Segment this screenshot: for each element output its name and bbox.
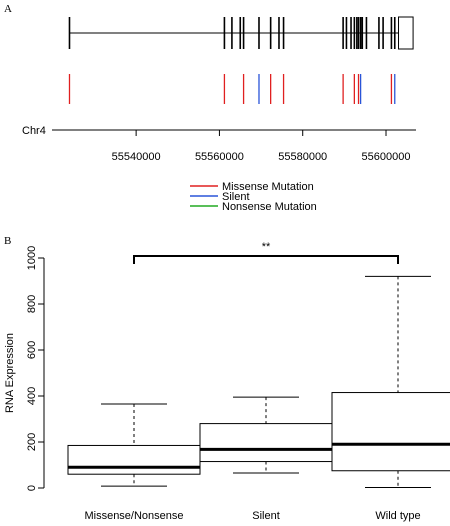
- x-tick-label: 55600000: [362, 151, 411, 163]
- gene-model: [68, 16, 414, 50]
- x-tick-label: 55560000: [195, 151, 244, 163]
- x-category-label: Wild type: [375, 510, 420, 522]
- box-0: [67, 403, 201, 487]
- x-tick-label: 55580000: [278, 151, 327, 163]
- last-exon-box: [398, 16, 414, 50]
- iqr-box: [67, 444, 201, 475]
- y-tick-label: 200: [26, 433, 38, 451]
- legend-label: Missense Mutation: [222, 181, 314, 193]
- x-category-label: Silent: [252, 510, 280, 522]
- x-axis-labels: Missense/Nonsense Silent Wild type: [84, 510, 420, 522]
- iqr-box: [199, 423, 333, 463]
- legend-label: Silent: [222, 191, 250, 203]
- panel-a-label: A: [4, 3, 12, 15]
- y-axis-label: RNA Expression: [4, 333, 16, 413]
- iqr-box: [331, 392, 450, 472]
- x-tick-label: 55540000: [112, 151, 161, 163]
- chromosome-label: Chr4: [22, 125, 46, 137]
- significance-bracket: **: [133, 241, 399, 264]
- legend-label: Nonsense Mutation: [222, 201, 317, 213]
- boxplot-series: [67, 275, 450, 489]
- y-axis: 0 200 400 600 800 1000: [26, 246, 45, 491]
- y-tick-label: 1000: [26, 246, 38, 270]
- significance-stars: **: [262, 241, 271, 253]
- bracket-line: [133, 255, 399, 264]
- y-tick-label: 400: [26, 387, 38, 405]
- box-2: [331, 275, 450, 489]
- y-tick-label: 600: [26, 341, 38, 359]
- chromosome-axis: Chr4 55540000 55560000 55580000 55600000: [22, 125, 416, 163]
- y-tick-label: 800: [26, 295, 38, 313]
- panel-b-label: B: [4, 235, 11, 247]
- mutation-track: [68, 74, 396, 104]
- x-category-label: Missense/Nonsense: [84, 510, 183, 522]
- y-tick-label: 0: [26, 485, 38, 491]
- box-1: [199, 396, 333, 474]
